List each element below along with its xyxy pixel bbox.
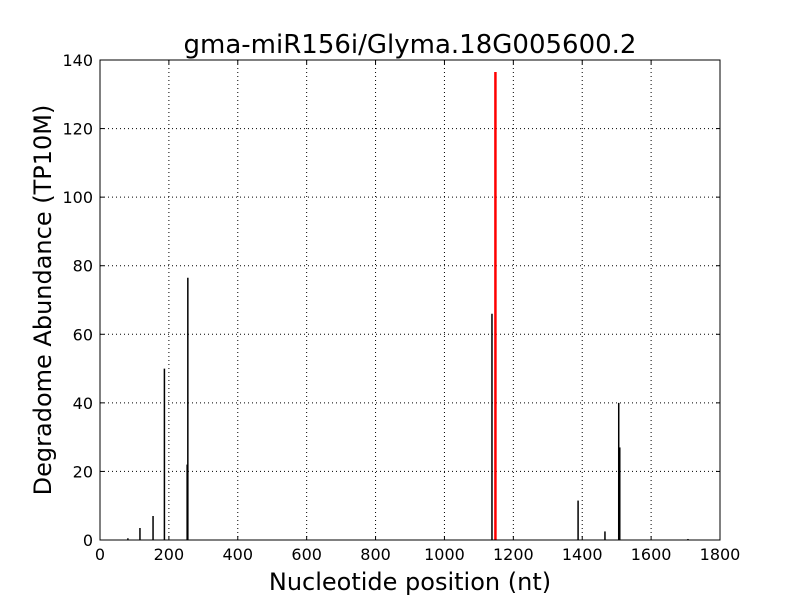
y-tick-label: 60 xyxy=(73,325,93,344)
x-tick-label: 1200 xyxy=(493,545,534,564)
x-tick-label: 800 xyxy=(360,545,391,564)
bars xyxy=(127,72,689,540)
y-tick-label: 120 xyxy=(62,120,93,139)
y-tick-label: 0 xyxy=(83,531,93,550)
ticks: 0 200 400 600 800 1000 1200 1400 1600 1800 0 20 40 60… xyxy=(62,51,740,564)
x-tick-label: 200 xyxy=(154,545,185,564)
y-tick-label: 80 xyxy=(73,257,93,276)
x-tick-label: 400 xyxy=(223,545,254,564)
y-tick-label: 40 xyxy=(73,394,93,413)
x-tick-label: 1800 xyxy=(700,545,741,564)
y-tick-label: 140 xyxy=(62,51,93,70)
x-tick-label: 600 xyxy=(291,545,322,564)
x-tick-label: 0 xyxy=(95,545,105,564)
chart-title: gma-miR156i/Glyma.18G005600.2 xyxy=(184,30,637,60)
y-tick-label: 100 xyxy=(62,188,93,207)
x-tick-label: 1000 xyxy=(424,545,465,564)
y-tick-label: 20 xyxy=(73,462,93,481)
y-axis-label: Degradome Abundance (TP10M) xyxy=(29,105,57,496)
x-axis-label: Nucleotide position (nt) xyxy=(269,568,551,596)
x-tick-label: 1600 xyxy=(631,545,672,564)
grid xyxy=(100,60,720,540)
plot-frame xyxy=(99,59,721,541)
x-tick-label: 1400 xyxy=(562,545,603,564)
